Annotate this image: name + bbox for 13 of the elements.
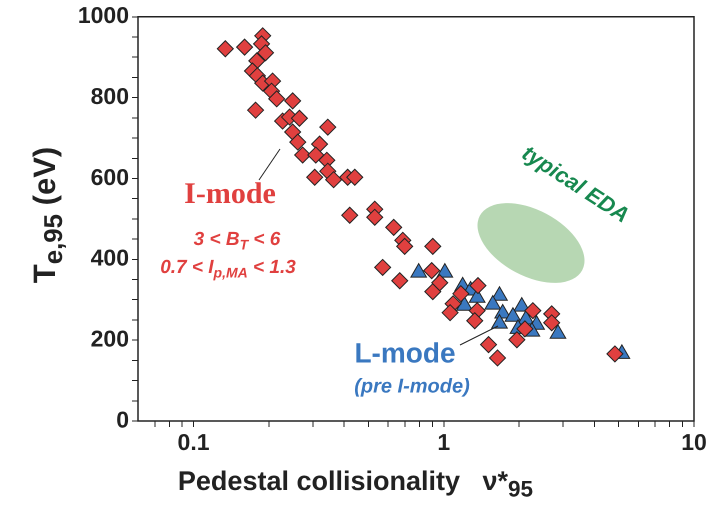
y-tick-label: 1000 xyxy=(78,2,129,28)
x-axis-title: Pedestal collisionality ν*$_{95}$ xyxy=(176,466,534,502)
x-tick-label: 10 xyxy=(681,429,707,456)
y-tick-label: 0 xyxy=(116,406,129,432)
legend-label: I-mode xyxy=(184,176,276,210)
annotation: (pre I-mode) xyxy=(354,376,470,398)
legend-label: L-mode xyxy=(354,338,456,369)
y-tick-label: 600 xyxy=(90,164,129,190)
x-tick-label: 0.1 xyxy=(178,429,210,456)
y-tick-label: 800 xyxy=(90,82,129,109)
y-tick-label: 400 xyxy=(90,244,129,271)
x-tick-label: 1 xyxy=(437,429,450,456)
y-tick-label: 200 xyxy=(90,326,129,352)
